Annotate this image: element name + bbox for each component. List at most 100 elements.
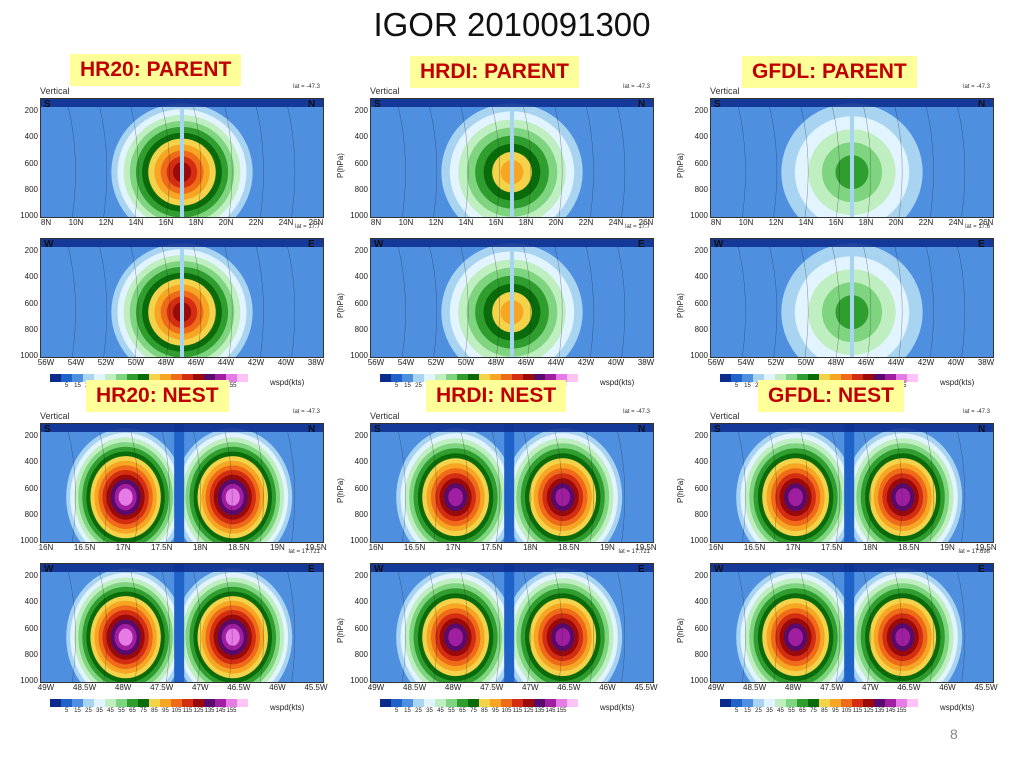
colorbar-cell <box>380 699 391 707</box>
x-tick-label: 16N <box>158 218 174 227</box>
colorbar-tick-label: 35 <box>96 708 103 714</box>
colorbar-cell <box>501 699 512 707</box>
direction-start: W <box>374 564 384 575</box>
contour-line <box>429 571 438 682</box>
contour-line <box>193 431 202 542</box>
x-tick-label: 18.5N <box>228 543 250 552</box>
x-tick-label: 19.5N <box>635 543 657 552</box>
x-tick-label: 18.5N <box>558 543 580 552</box>
colorbar-cell <box>226 374 237 382</box>
cross-section-panel: lat = 17.7 W E 200 400 600 800 1000 56W 54W 52W 50W… <box>336 224 670 378</box>
y-tick-label: 200 <box>24 246 38 256</box>
y-tick-label: 600 <box>354 623 368 633</box>
y-tick-label: 600 <box>354 483 368 493</box>
colorbar-tick-label: 155 <box>556 708 567 714</box>
y-tick-label: 800 <box>694 649 708 659</box>
x-tick-label: 20N <box>888 218 904 227</box>
colorbar-cell <box>402 374 413 382</box>
colorbar-cell <box>731 699 742 707</box>
colorbar-cell <box>424 699 435 707</box>
colorbar-cell <box>479 699 490 707</box>
x-tick-label: 52W <box>767 358 785 367</box>
y-tick-label: 400 <box>24 457 38 467</box>
wind-contour <box>895 628 911 647</box>
x-tick-label: 50W <box>457 358 475 367</box>
x-tick-label: 19.5N <box>305 543 327 552</box>
colorbar-cell <box>490 699 501 707</box>
x-tick-label: 42W <box>247 358 265 367</box>
y-axis-label: P(hPa) <box>336 153 345 178</box>
x-tick-label: 24N <box>608 218 624 227</box>
contour-line <box>429 106 438 217</box>
colorbar-tick-label: 55 <box>788 708 795 714</box>
wind-field <box>41 99 323 217</box>
colorbar-cell <box>819 374 830 382</box>
contour-line <box>162 106 170 217</box>
contour-line <box>926 571 934 682</box>
x-tick-label: 8N <box>370 218 382 227</box>
x-tick-label: 18N <box>858 218 874 227</box>
y-tick-label: 1000 <box>20 211 38 220</box>
y-tick-label: 600 <box>694 623 708 633</box>
x-tick-label: 18N <box>192 543 208 552</box>
x-tick-label: 26N <box>978 218 994 227</box>
colorbar-cell <box>94 699 105 707</box>
direction-start: S <box>44 99 51 110</box>
x-tick-label: 19N <box>600 543 615 552</box>
y-tick-label: 800 <box>694 324 708 334</box>
y-axis-label: P(hPa) <box>676 153 685 178</box>
plot-area <box>40 238 324 358</box>
x-tick-label: 48.5W <box>743 683 767 692</box>
x-tick-label: 45.5W <box>634 683 658 692</box>
colorbar-cell <box>885 374 896 382</box>
colorbar-tick-label: 25 <box>85 708 92 714</box>
x-tick-label: 56W <box>37 358 55 367</box>
colorbar-cell <box>764 699 775 707</box>
y-tick-label: 800 <box>24 184 38 194</box>
contour-line <box>617 431 626 542</box>
y-tick-label: 1000 <box>350 351 368 360</box>
colorbar-cell <box>786 699 797 707</box>
colorbar-tick-label: 65 <box>799 708 806 714</box>
contour-line <box>523 246 532 357</box>
direction-start: S <box>714 424 721 435</box>
cross-section-panel: lat = 17.721 W E 200 400 600 800 1000 49W 48.5W 48… <box>336 549 670 703</box>
eye-column <box>844 564 855 682</box>
x-tick-label: 40W <box>277 358 295 367</box>
colorbar-cell <box>797 699 808 707</box>
colorbar-tick-label: 105 <box>501 708 512 714</box>
wind-contour <box>788 628 803 647</box>
direction-end: N <box>308 424 316 435</box>
label-gfdl-nest: GFDL: NEST <box>758 380 904 412</box>
contour-line <box>256 431 264 542</box>
x-tick-label: 54W <box>737 358 755 367</box>
x-tick-label: 48W <box>784 683 802 692</box>
lat-readout: lat = -47.3 <box>293 409 320 415</box>
direction-start: W <box>714 239 724 250</box>
eye-column <box>850 104 854 217</box>
contour-line <box>256 571 264 682</box>
x-tick-label: 56W <box>367 358 385 367</box>
contour-line <box>586 106 594 217</box>
colorbar-tick-label: 105 <box>841 708 852 714</box>
colorbar-tick-label: 125 <box>193 708 204 714</box>
y-tick-label: 200 <box>24 431 38 441</box>
colorbar-cell <box>775 374 786 382</box>
colorbar-cell <box>83 699 94 707</box>
colorbar-unit: wspd(kts) <box>600 378 635 387</box>
contour-line <box>460 106 469 217</box>
cross-section-panel: lat = 17.6 W E 200 400 600 800 1000 56W 54W 52W 50W… <box>676 224 1010 378</box>
colorbar-cell <box>874 374 885 382</box>
colorbar-tick-label: 125 <box>523 708 534 714</box>
colorbar-cell <box>830 374 841 382</box>
x-tick-label: 50W <box>127 358 145 367</box>
colorbar-cell <box>468 699 479 707</box>
colorbar-cell <box>479 374 490 382</box>
y-tick-label: 1000 <box>690 211 708 220</box>
colorbar-tick-label: 15 <box>404 708 411 714</box>
x-tick-label: 44W <box>887 358 905 367</box>
x-tick-label: 49W <box>367 683 385 692</box>
wind-contour <box>555 488 571 507</box>
contour-line <box>460 246 469 357</box>
colorbar-cell <box>753 374 764 382</box>
